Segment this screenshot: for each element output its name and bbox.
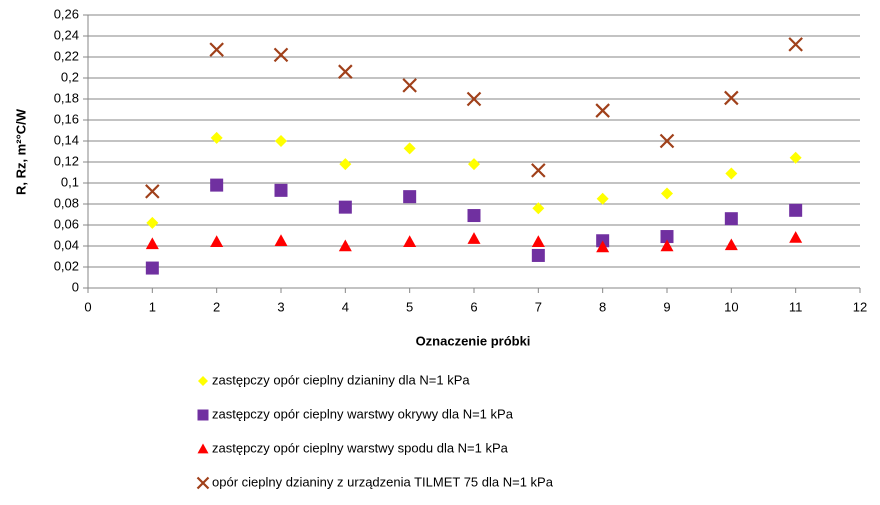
triangle-marker: [660, 239, 674, 252]
square-marker: [403, 190, 417, 204]
square-marker: [197, 409, 209, 421]
x-tick-label: 8: [599, 299, 606, 314]
cross-marker: [531, 163, 546, 178]
triangle-marker: [596, 240, 610, 253]
diamond-marker: [146, 216, 159, 229]
y-tick-label: 0,12: [54, 153, 79, 168]
x-tick-label: 3: [277, 299, 284, 314]
y-tick-label: 0,16: [54, 111, 79, 126]
triangle-marker: [145, 237, 159, 250]
y-tick-label: 0,2: [61, 69, 79, 84]
y-tick-label: 0,08: [54, 195, 79, 210]
y-tick-label: 0,06: [54, 216, 79, 231]
triangle-marker: [467, 232, 481, 244]
square-marker: [531, 248, 545, 262]
x-tick-label: 11: [789, 299, 803, 314]
cross-marker: [466, 91, 482, 107]
y-tick-label: 0,24: [54, 27, 79, 42]
y-tick-label: 0,1: [61, 174, 79, 189]
cross-marker: [659, 133, 675, 149]
x-tick-label: 7: [535, 299, 542, 314]
diamond-marker: [532, 202, 545, 215]
triangle-marker: [338, 239, 352, 252]
cross-marker: [402, 78, 417, 93]
square-marker: [789, 203, 803, 217]
legend-text: zastępczy opór cieplny warstwy okrywy dl…: [212, 406, 514, 421]
diamond-marker: [789, 151, 802, 164]
y-tick-label: 0,26: [54, 6, 79, 21]
x-tick-label: 12: [853, 299, 867, 314]
cross-marker: [145, 184, 160, 199]
legend-text: opór cieplny dzianiny z urządzenia TILME…: [212, 474, 554, 489]
y-tick-label: 0,14: [54, 132, 79, 147]
x-axis-title: Oznaczenie próbki: [416, 333, 531, 348]
cross-marker: [273, 47, 289, 63]
diamond-marker: [725, 167, 738, 180]
diamond-marker: [210, 131, 223, 144]
cross-marker: [196, 476, 210, 490]
legend-text: zastępczy opór cieplny warstwy spodu dla…: [212, 440, 509, 455]
cross-marker: [788, 37, 803, 52]
legend-text: zastępczy opór cieplny dzianiny dla N=1 …: [212, 372, 470, 387]
triangle-marker: [789, 231, 803, 243]
triangle-marker: [531, 235, 545, 247]
triangle-marker: [724, 238, 738, 251]
diamond-marker: [198, 376, 208, 386]
diamond-marker: [403, 142, 416, 155]
y-tick-label: 0: [72, 279, 79, 294]
triangle-marker: [197, 443, 209, 454]
square-marker: [660, 230, 674, 244]
diamond-marker: [661, 187, 673, 200]
x-tick-label: 1: [149, 299, 156, 314]
triangle-marker: [274, 234, 288, 246]
x-tick-label: 0: [84, 299, 91, 314]
cross-marker: [724, 90, 739, 106]
cross-marker: [338, 64, 353, 79]
y-tick-label: 0,22: [54, 48, 79, 63]
x-tick-label: 4: [342, 299, 349, 314]
diamond-marker: [275, 135, 287, 147]
x-tick-label: 9: [663, 299, 670, 314]
triangle-marker: [210, 235, 224, 247]
cross-marker: [209, 42, 224, 57]
cross-marker: [595, 103, 610, 118]
square-marker: [724, 212, 738, 226]
y-axis-title: R, Rz, m²°C/W: [13, 108, 28, 195]
square-marker: [145, 261, 159, 275]
diamond-marker: [596, 192, 609, 205]
square-marker: [274, 183, 288, 197]
y-tick-label: 0,04: [54, 237, 79, 252]
x-tick-label: 2: [213, 299, 220, 314]
diamond-marker: [468, 158, 480, 171]
square-marker: [467, 209, 481, 223]
square-marker: [338, 200, 352, 214]
x-tick-label: 6: [470, 299, 477, 314]
diamond-marker: [339, 158, 352, 171]
x-tick-label: 10: [724, 299, 738, 314]
x-tick-label: 5: [406, 299, 413, 314]
y-tick-label: 0,02: [54, 258, 79, 273]
triangle-marker: [403, 235, 417, 247]
y-tick-label: 0,18: [54, 90, 79, 105]
square-marker: [210, 178, 224, 192]
